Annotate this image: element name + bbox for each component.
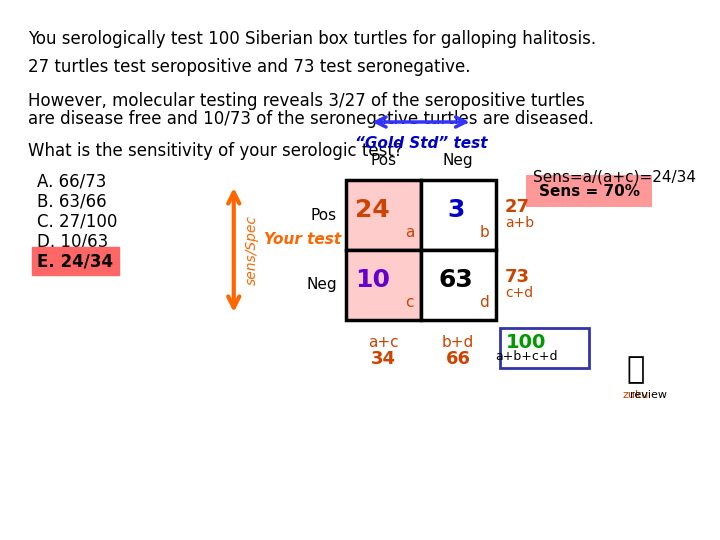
Text: a: a [405, 225, 414, 240]
Text: a+b: a+b [505, 216, 534, 230]
Text: 24: 24 [355, 198, 390, 222]
Text: review: review [629, 390, 667, 400]
Text: Pos: Pos [310, 207, 337, 222]
Bar [500, 328, 589, 368]
Text: 10: 10 [355, 268, 390, 292]
Text: 100: 100 [506, 333, 546, 352]
Text: 🦉: 🦉 [626, 355, 645, 384]
Text: Neg: Neg [306, 278, 337, 293]
Text: D. 10/63: D. 10/63 [37, 232, 109, 250]
Text: A. 66/73: A. 66/73 [37, 172, 107, 190]
Text: a+b+c+d: a+b+c+d [495, 350, 558, 363]
Bar [420, 250, 495, 320]
Text: Neg: Neg [443, 153, 474, 168]
Text: What is the sensitivity of your serologic test?: What is the sensitivity of your serologi… [28, 142, 402, 160]
Text: b+d: b+d [442, 335, 474, 350]
Text: a+c: a+c [368, 335, 399, 350]
Text: However, molecular testing reveals 3/27 of the seropositive turtles: However, molecular testing reveals 3/27 … [28, 92, 585, 110]
Text: “Gold Std” test: “Gold Std” test [354, 136, 487, 151]
Text: sens/Spec: sens/Spec [245, 215, 259, 285]
Text: Pos: Pos [370, 153, 397, 168]
Text: Your test: Your test [264, 233, 341, 247]
Text: C. 27/100: C. 27/100 [37, 212, 118, 230]
Text: E. 24/34: E. 24/34 [37, 252, 114, 270]
Text: Sens=a/(a+c)=24/34: Sens=a/(a+c)=24/34 [533, 170, 696, 185]
Text: 66: 66 [446, 350, 471, 368]
Text: 63: 63 [439, 268, 474, 292]
Text: c: c [405, 295, 414, 310]
Bar [420, 180, 495, 250]
Bar [346, 250, 420, 320]
Text: 73: 73 [505, 268, 530, 286]
Text: 3: 3 [448, 198, 465, 222]
Text: c+d: c+d [505, 286, 533, 300]
Text: are disease free and 10/73 of the seronegative turtles are diseased.: are disease free and 10/73 of the serone… [28, 110, 594, 128]
Text: 27: 27 [505, 198, 530, 216]
Text: Sens = 70%: Sens = 70% [539, 184, 639, 199]
Text: 34: 34 [371, 350, 396, 368]
Text: d: d [480, 295, 490, 310]
FancyBboxPatch shape [526, 175, 652, 207]
Text: B. 63/66: B. 63/66 [37, 192, 107, 210]
Bar [346, 180, 420, 250]
Text: zuku: zuku [623, 390, 649, 400]
Text: You serologically test 100 Siberian box turtles for galloping halitosis.: You serologically test 100 Siberian box … [28, 30, 596, 48]
Text: 27 turtles test seropositive and 73 test seronegative.: 27 turtles test seropositive and 73 test… [28, 58, 471, 76]
Text: b: b [480, 225, 490, 240]
